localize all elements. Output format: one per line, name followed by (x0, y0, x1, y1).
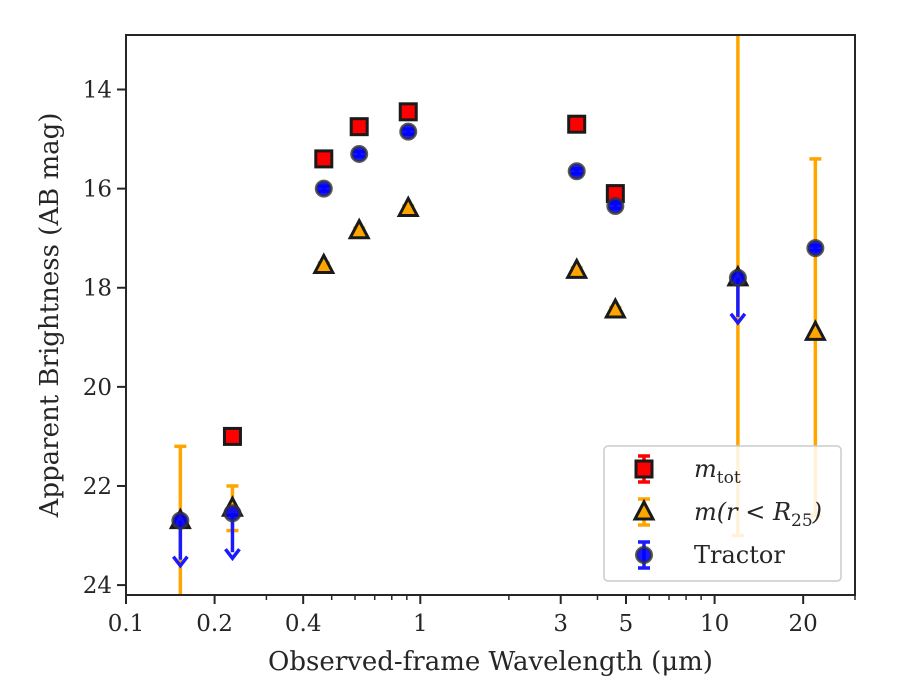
legend-triangle-marker (632, 498, 656, 521)
square-marker (567, 114, 587, 134)
axes-frame (125, 34, 856, 596)
x-tick-label: 5 (619, 611, 634, 637)
triangle-marker (565, 257, 589, 279)
legend-entry: Tractor (635, 540, 785, 570)
legend-label-main: m(r < R (694, 498, 791, 526)
legend-box (603, 445, 842, 582)
y-tick-label: 18 (83, 276, 112, 302)
x-axis-label: Observed-frame Wavelength (μm) (268, 647, 713, 677)
y-tick-label: 24 (83, 573, 112, 599)
circle-marker (223, 504, 242, 523)
legend-label-main: Tractor (694, 541, 785, 569)
x-tick-label: 1 (413, 611, 428, 637)
x-tick-label: 0.4 (285, 611, 322, 637)
arrow-head (729, 312, 747, 326)
circle-marker (606, 196, 625, 215)
legend-label-subscript: tot (717, 468, 741, 488)
triangle-marker (803, 319, 827, 341)
x-tick-label: 10 (700, 611, 729, 637)
legend-label: Tractor (694, 541, 785, 569)
y-tick-label: 16 (83, 177, 112, 203)
legend-circle-marker (635, 546, 653, 564)
legend-entry: mtot (634, 454, 741, 488)
x-tick-label: 3 (553, 611, 568, 637)
circle-marker (806, 239, 825, 258)
x-tick-label: 20 (789, 611, 818, 637)
triangle-marker (347, 217, 371, 240)
circle-marker (399, 122, 418, 141)
y-tick-label: 22 (83, 474, 112, 500)
x-tick-label: 0.2 (196, 611, 233, 637)
legend: mtot m(r < R25) Tractor (603, 445, 842, 582)
arrow-head (224, 548, 241, 562)
square-marker (349, 117, 369, 137)
square-marker (314, 149, 334, 169)
triangle-marker (312, 252, 336, 274)
y-tick-label: 14 (83, 78, 112, 104)
square-marker (398, 102, 418, 122)
triangle-marker (603, 296, 627, 319)
arrow-head (171, 555, 189, 569)
x-tick-label: 0.1 (108, 611, 145, 637)
axes: 0.1 0.2 0.4 1 3 5 10 20 14 16 18 20 22 24 (83, 34, 856, 637)
legend-label-subscript: 25 (791, 511, 813, 531)
circle-marker (171, 511, 190, 530)
circle-marker (350, 144, 369, 163)
legend-label-end: ) (812, 498, 822, 526)
legend-square-marker (634, 459, 654, 479)
square-marker (222, 426, 242, 446)
triangle-marker (396, 195, 420, 217)
legend-label: mtot (694, 455, 741, 488)
y-tick-label: 20 (83, 375, 112, 401)
legend-label: m(r < R25) (694, 498, 822, 531)
circle-marker (314, 179, 333, 198)
legend-label-main: m (694, 455, 717, 483)
y-axis-label: Apparent Brightness (AB mag) (35, 113, 65, 519)
circle-marker (728, 268, 747, 287)
circle-marker (567, 162, 586, 181)
legend-entry: m(r < R25) (632, 497, 822, 531)
